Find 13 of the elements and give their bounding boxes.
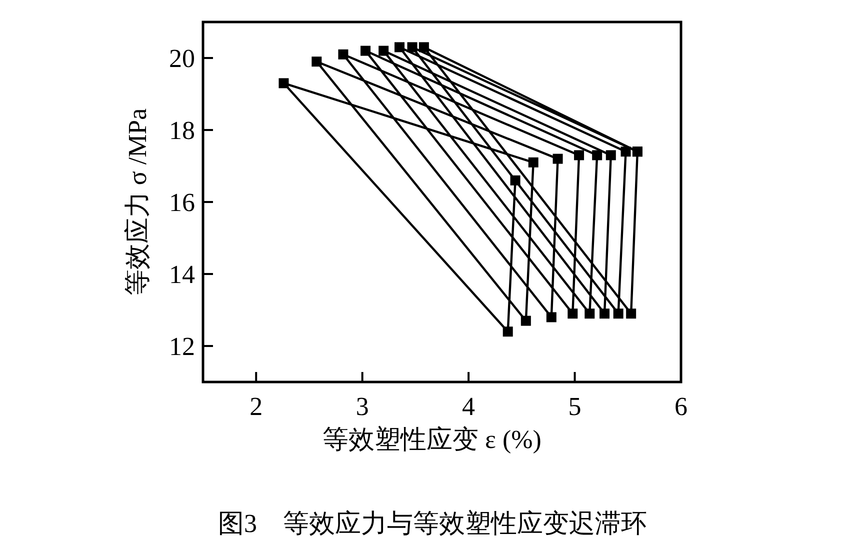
y-tick-label: 20 bbox=[169, 44, 195, 73]
y-tick-label: 12 bbox=[169, 332, 195, 361]
x-axis-title: 等效塑性应变 ε (%) bbox=[322, 425, 542, 454]
y-tick-label: 16 bbox=[169, 188, 195, 217]
caption: 图3 等效应力与等效塑性应变迟滞环 bbox=[218, 509, 647, 538]
y-tick-label: 18 bbox=[169, 116, 195, 145]
x-tick-label: 2 bbox=[250, 392, 263, 421]
x-tick-label: 3 bbox=[356, 392, 369, 421]
x-tick-label: 4 bbox=[462, 392, 476, 421]
x-tick-label: 5 bbox=[568, 392, 582, 421]
y-tick-label: 14 bbox=[169, 260, 195, 289]
y-axis-title: 等效应力 σ /MPa bbox=[123, 108, 152, 296]
x-tick-label: 6 bbox=[674, 392, 688, 421]
